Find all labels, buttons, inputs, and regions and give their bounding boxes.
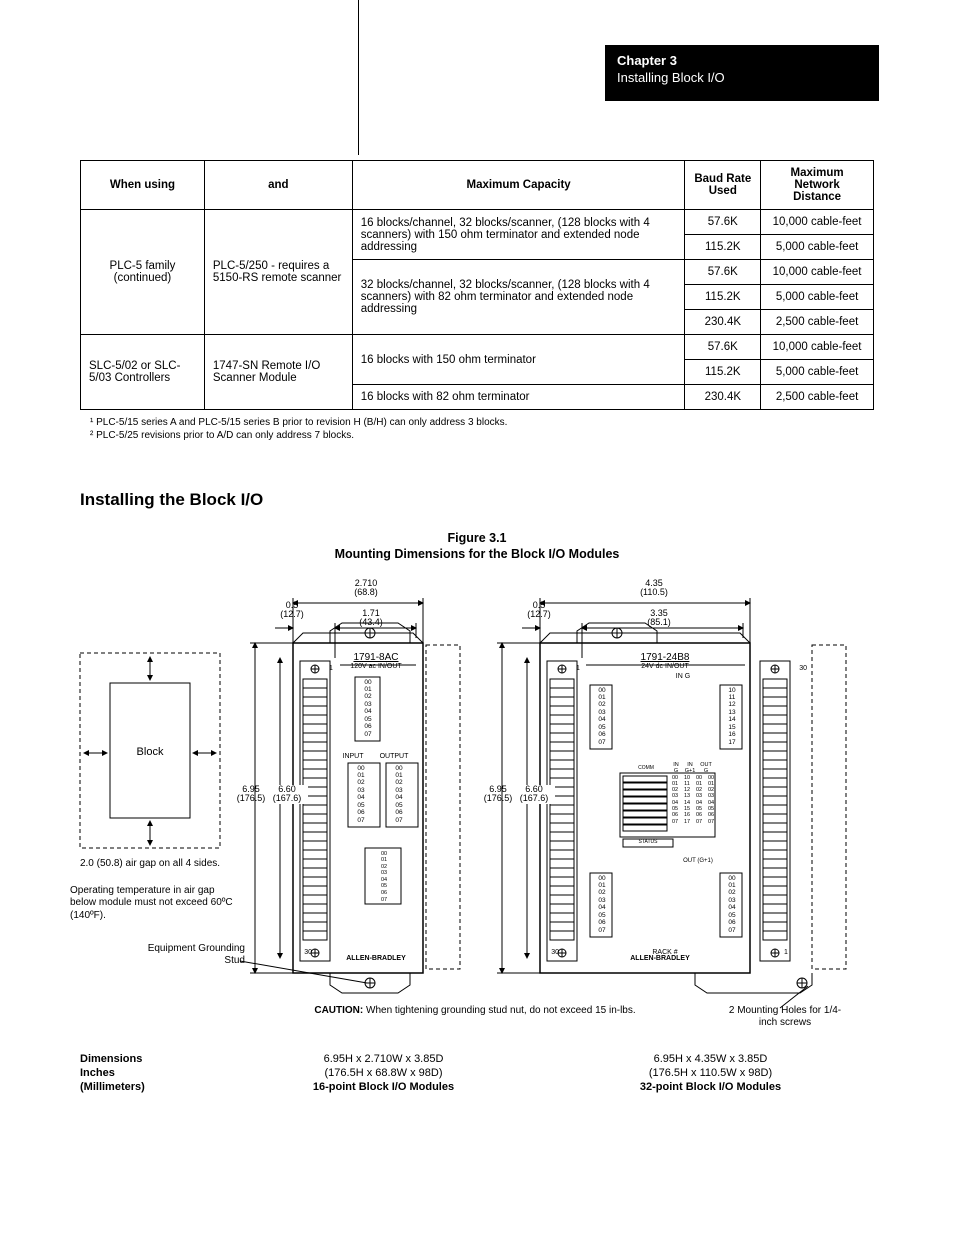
cell: 57.6K	[685, 260, 761, 285]
footnote: ² PLC-5/25 revisions prior to A/D can on…	[90, 429, 874, 442]
cell: 57.6K	[685, 210, 761, 235]
cell: 10,000 cable-feet	[761, 210, 874, 235]
section-heading: Installing the Block I/O	[80, 490, 874, 510]
cell: 230.4K	[685, 310, 761, 335]
dimension-summary: Dimensions Inches (Millimeters) 6.95H x …	[80, 1052, 874, 1095]
footnote: ¹ PLC-5/15 series A and PLC-5/15 series …	[90, 416, 874, 429]
cell: 16 blocks with 150 ohm terminator	[352, 335, 685, 385]
cell: 5,000 cable-feet	[761, 235, 874, 260]
col-header: Maximum Network Distance	[761, 161, 874, 210]
chapter-title: Chapter 3	[617, 53, 867, 68]
cell: SLC-5/02 or SLC-5/03 Controllers	[81, 335, 205, 410]
cell: 10,000 cable-feet	[761, 335, 874, 360]
cell: PLC-5/250 - requires a 5150-RS remote sc…	[204, 210, 352, 335]
cell: 115.2K	[685, 360, 761, 385]
dim32-b: (176.5H x 110.5W x 98D)	[649, 1067, 772, 1079]
cell: 2,500 cable-feet	[761, 310, 874, 335]
cell: 5,000 cable-feet	[761, 285, 874, 310]
dim16-b: (176.5H x 68.8W x 98D)	[325, 1067, 443, 1079]
figure-title: Mounting Dimensions for the Block I/O Mo…	[335, 547, 620, 561]
cell: 5,000 cable-feet	[761, 360, 874, 385]
drawing-svg: Block	[80, 573, 874, 1048]
dim-mm: (Millimeters)	[80, 1081, 145, 1093]
cell: 10,000 cable-feet	[761, 260, 874, 285]
figure-caption: Figure 3.1 Mounting Dimensions for the B…	[80, 530, 874, 563]
spec-table: When using and Maximum Capacity Baud Rat…	[80, 160, 874, 410]
cell: 57.6K	[685, 335, 761, 360]
block-label: Block	[137, 746, 164, 758]
col-header: and	[204, 161, 352, 210]
dim32-a: 6.95H x 4.35W x 3.85D	[654, 1053, 768, 1065]
figure-number: Figure 3.1	[447, 531, 506, 545]
cell: 230.4K	[685, 385, 761, 410]
table-footnotes: ¹ PLC-5/15 series A and PLC-5/15 series …	[90, 416, 874, 442]
col-header: Baud Rate Used	[685, 161, 761, 210]
dim16-a: 6.95H x 2.710W x 3.85D	[324, 1053, 444, 1065]
header-divider	[358, 0, 359, 155]
page-header: Chapter 3 Installing Block I/O	[0, 0, 954, 160]
cell: 115.2K	[685, 235, 761, 260]
dim32-t: 32-point Block I/O Modules	[640, 1081, 781, 1093]
dim-label: Dimensions	[80, 1053, 142, 1065]
col-header: When using	[81, 161, 205, 210]
cell: 32 blocks/channel, 32 blocks/scanner, (1…	[352, 260, 685, 335]
cell: PLC-5 family (continued)	[81, 210, 205, 335]
mounting-drawing: Block	[80, 573, 874, 1048]
chapter-box: Chapter 3 Installing Block I/O	[605, 45, 879, 101]
col-header: Maximum Capacity	[352, 161, 685, 210]
chapter-subtitle: Installing Block I/O	[617, 70, 867, 85]
cell: 16 blocks/channel, 32 blocks/scanner, (1…	[352, 210, 685, 260]
cell: 2,500 cable-feet	[761, 385, 874, 410]
dim-inches: Inches	[80, 1067, 115, 1079]
cell: 16 blocks with 82 ohm terminator	[352, 385, 685, 410]
cell: 115.2K	[685, 285, 761, 310]
cell: 1747-SN Remote I/O Scanner Module	[204, 335, 352, 410]
dim16-t: 16-point Block I/O Modules	[313, 1081, 454, 1093]
